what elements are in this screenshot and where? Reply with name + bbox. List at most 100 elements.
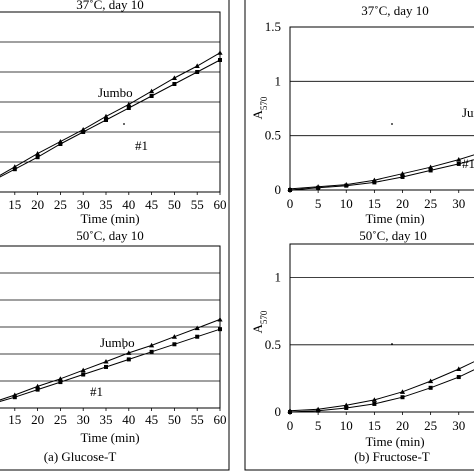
p3-series-0-point-6 <box>456 156 462 162</box>
p2-title: 50˚C, day 10 <box>76 228 144 243</box>
p1-series-0-point-2 <box>35 151 41 156</box>
p1-xtick-label-3: 25 <box>54 197 67 212</box>
p3-xtick-label-3: 15 <box>368 196 381 211</box>
p3-series-0-point-5 <box>428 164 434 170</box>
p1-series-1-point-3 <box>58 142 63 146</box>
p2-xtick-label-4: 30 <box>77 412 90 427</box>
p4-ytick-label-2: 1 <box>275 270 282 285</box>
p1-series-1-point-8 <box>172 82 177 86</box>
left-panel-border <box>0 0 230 471</box>
p4-frame <box>289 243 474 413</box>
p2-series-1-point-1 <box>12 395 17 400</box>
p2-series-1-point-6 <box>126 357 131 362</box>
p3-series-1-point-5 <box>428 168 433 173</box>
p3-xtick-label-0: 0 <box>287 196 294 211</box>
p1-xtick-label-9: 55 <box>191 197 204 212</box>
p1-xlabel: Time (min) <box>80 211 139 226</box>
p2-xtick-label-3: 25 <box>54 412 67 427</box>
p2-series-0-line <box>0 318 221 401</box>
p2-series-1-point-10 <box>218 327 222 332</box>
p3-xlabel: Time (min) <box>365 211 424 226</box>
p3-series-0-line <box>289 154 474 190</box>
p2-xtick-label-1: 15 <box>8 412 21 427</box>
p3-series-1-point-6 <box>456 161 461 166</box>
p4-series-1-point-6 <box>456 375 461 380</box>
p3-ytick-label-1: 0.5 <box>265 128 281 143</box>
p2-series-0-point-3 <box>57 376 63 381</box>
p2-xtick-label-8: 50 <box>168 412 181 427</box>
p2-xtick-label-9: 55 <box>191 412 204 427</box>
p1-xtick-label-8: 50 <box>168 197 181 212</box>
p1-series-0-point-8 <box>171 75 177 80</box>
p4-xlabel: Time (min) <box>365 434 424 449</box>
p2-series-0-point-6 <box>126 350 132 355</box>
p4-series-0-point-4 <box>399 389 406 394</box>
p1-annotation-jumbo: Jumbo <box>98 85 133 100</box>
p4-ytick-label-0: 0 <box>275 404 282 419</box>
p3-series-1-point-0 <box>288 188 292 192</box>
p1-series-1-point-2 <box>35 155 40 160</box>
p4-xtick-label-6: 30 <box>452 418 465 433</box>
p2-series-1-point-3 <box>58 380 63 385</box>
p4-xtick-label-3: 15 <box>368 418 381 433</box>
p2-caption: (a) Glucose-T <box>44 449 117 464</box>
p2-xtick-label-6: 40 <box>122 412 135 427</box>
p2-series-1-point-2 <box>35 387 40 392</box>
p1-series-1-line <box>0 59 221 178</box>
p1-xtick-label-7: 45 <box>145 197 158 212</box>
p1-series-0-point-5 <box>103 113 109 119</box>
p1-series-1-point-6 <box>126 106 131 110</box>
p3-ytick-label-2: 1 <box>275 73 282 88</box>
p2-series-1-point-4 <box>81 372 86 377</box>
p1-xtick-label-4: 30 <box>77 197 90 212</box>
p1-xtick-label-5: 35 <box>100 197 113 212</box>
p4-xtick-label-4: 20 <box>396 418 409 433</box>
p1-dot <box>123 123 125 125</box>
p1-xtick-label-10: 60 <box>214 197 227 212</box>
p1-title: 37˚C, day 10 <box>76 0 144 12</box>
p2-series-0-point-9 <box>194 325 200 331</box>
p1-xtick-label-6: 40 <box>122 197 135 212</box>
p4-dot <box>391 343 393 345</box>
p3-ylabel: A570 <box>250 96 269 119</box>
p2-series-0-point-8 <box>171 334 177 339</box>
p3-series-1-line <box>289 159 474 191</box>
p4-series-1-point-5 <box>428 385 433 390</box>
p4-series-1-line <box>289 369 474 413</box>
p3-frame <box>289 26 474 191</box>
p3-series-1-point-1 <box>316 185 321 190</box>
p4-xtick-label-0: 0 <box>287 418 294 433</box>
p4-ylabel: A570 <box>250 310 269 333</box>
p4-series-1-point-1 <box>316 408 321 413</box>
p4-ylabel-subscript: 570 <box>259 310 269 324</box>
right-panel-border <box>244 0 474 471</box>
p4-xtick-label-1: 5 <box>315 418 322 433</box>
p4-series-0-point-3 <box>371 397 377 402</box>
p3-ylabel-subscript: 570 <box>259 96 269 110</box>
p2-xtick-label-7: 45 <box>145 412 158 427</box>
p2-xlabel: Time (min) <box>80 430 139 445</box>
p3-xtick-label-4: 20 <box>396 196 409 211</box>
p4-title: 50˚C, day 10 <box>359 228 427 243</box>
p4-series-0-point-6 <box>456 366 462 371</box>
p2-series-0-point-4 <box>80 367 86 373</box>
p2-series-1-point-8 <box>172 342 177 347</box>
p3-title: 37˚C, day 10 <box>361 3 429 18</box>
p2-series-0-point-10 <box>217 316 223 322</box>
p2-annotation-jumbo: Jumbo <box>100 335 135 350</box>
p1-series-0-point-6 <box>126 101 132 107</box>
p3-series-1-point-4 <box>400 174 405 179</box>
p2-xtick-label-2: 20 <box>31 412 44 427</box>
p3-annotation-jumbo: Jumbo <box>462 105 474 120</box>
p3-dot <box>391 123 393 125</box>
p1-series-1-point-7 <box>149 94 154 98</box>
p1-series-1-point-1 <box>12 167 17 172</box>
p4-series-0-point-5 <box>428 378 434 384</box>
p4-xtick-label-2: 10 <box>340 418 353 433</box>
p4-series-1-point-4 <box>400 395 405 400</box>
p2-series-1-point-7 <box>149 349 154 354</box>
p2-series-1-point-5 <box>104 364 108 369</box>
p3-xtick-label-2: 10 <box>340 196 353 211</box>
p4-series-1-point-0 <box>288 410 292 414</box>
